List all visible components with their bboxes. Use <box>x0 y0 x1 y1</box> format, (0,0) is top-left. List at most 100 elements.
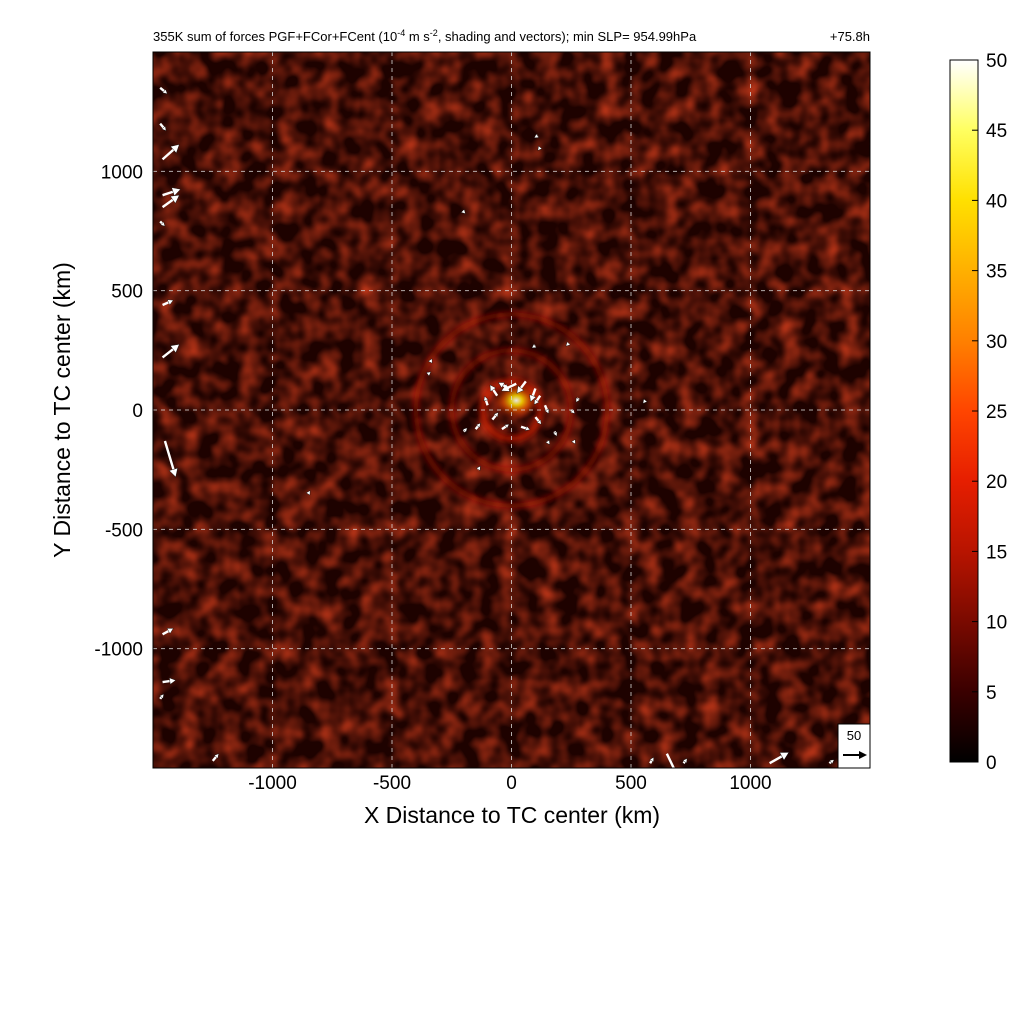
force-vector <box>475 465 481 471</box>
force-vector <box>520 425 531 431</box>
vector-head <box>570 408 576 414</box>
vector-head <box>497 382 505 389</box>
vector-head <box>161 125 167 132</box>
force-vector <box>162 187 181 197</box>
vector-head <box>159 693 165 699</box>
vector-head <box>779 752 790 761</box>
force-vector <box>665 753 676 768</box>
force-vector <box>162 677 177 685</box>
force-vector <box>565 341 571 347</box>
force-vector <box>571 439 576 445</box>
vector-shaft <box>492 389 499 397</box>
vector-head <box>571 439 576 445</box>
force-vector <box>491 412 499 421</box>
force-vector <box>531 343 537 349</box>
force-vector <box>425 371 432 377</box>
colorbar-tick-label: 50 <box>986 51 1007 72</box>
vector-shaft <box>162 190 174 197</box>
vector-shaft <box>161 198 174 209</box>
vector-shaft <box>534 416 540 422</box>
force-vector <box>545 439 550 445</box>
force-vector <box>828 759 835 765</box>
vector-head <box>213 753 220 759</box>
force-vector <box>159 122 167 132</box>
vector-shaft <box>211 756 217 762</box>
vector-head <box>460 208 466 215</box>
force-vector <box>497 382 510 390</box>
vector-head <box>575 397 581 403</box>
heatmap-core <box>492 381 541 420</box>
x-tick-label: -1000 <box>248 773 297 794</box>
forecast-time: +75.8h <box>830 29 870 44</box>
force-vector <box>537 145 543 151</box>
force-vector <box>552 430 558 437</box>
y-tick-label: -1000 <box>94 640 143 661</box>
vector-head <box>642 398 648 404</box>
vector-shaft <box>474 425 479 430</box>
vector-shaft <box>519 380 527 389</box>
vector-head <box>829 759 835 765</box>
vector-head <box>305 490 311 496</box>
vector-head <box>425 371 432 377</box>
vector-shaft <box>535 395 542 402</box>
force-vector <box>516 380 527 394</box>
reference-vector-label: 50 <box>847 728 861 743</box>
vector-head <box>565 341 571 347</box>
vector-shaft <box>531 388 537 397</box>
vector-shaft <box>159 220 163 225</box>
force-vector <box>533 133 540 139</box>
colorbar-tick-label: 5 <box>986 683 997 704</box>
vector-head <box>475 465 481 471</box>
vector-head <box>169 677 177 685</box>
force-vector <box>161 344 180 359</box>
force-vector <box>427 358 433 364</box>
force-vector <box>474 422 481 430</box>
vector-head <box>475 422 481 428</box>
force-vector <box>159 86 168 95</box>
x-tick-labels: -1000 -500 0 500 1000 <box>248 773 771 794</box>
vector-head <box>169 344 180 354</box>
plot-area <box>153 52 870 768</box>
plot-frame <box>152 51 871 769</box>
force-vector <box>159 220 166 227</box>
vector-shaft <box>502 384 510 390</box>
colorbar-tick-label: 35 <box>986 262 1007 283</box>
reference-vector-legend: 50 <box>837 723 871 769</box>
vector-shaft <box>507 382 517 389</box>
force-vector <box>211 753 220 762</box>
colorbar-tick-label: 0 <box>986 753 997 774</box>
force-vector <box>161 144 180 161</box>
vector-shaft <box>159 696 163 700</box>
y-tick-label: 1000 <box>101 162 143 183</box>
vector-shaft <box>162 301 169 307</box>
colorbar-tick-label: 45 <box>986 121 1007 142</box>
vector-shaft <box>163 440 175 470</box>
colorbar-tick-label: 10 <box>986 613 1007 634</box>
vector-head <box>483 395 489 402</box>
vector-head <box>533 398 540 406</box>
colorbar-tick-label: 40 <box>986 191 1007 212</box>
reference-vector-head <box>859 751 867 759</box>
y-tick-label: -500 <box>105 520 143 541</box>
vector-field <box>159 86 835 768</box>
force-vector <box>575 397 581 403</box>
force-vector <box>305 490 311 496</box>
reference-vector-box <box>837 723 871 769</box>
vector-head <box>168 467 178 478</box>
vector-head <box>166 628 174 635</box>
vector-shaft <box>484 399 489 406</box>
y-tick-labels: -1000 -500 0 500 1000 <box>94 162 143 660</box>
colorbar-tick-label: 25 <box>986 402 1007 423</box>
y-tick-label: 0 <box>132 401 143 422</box>
force-vector <box>682 758 688 764</box>
x-axis-label: X Distance to TC center (km) <box>364 802 660 828</box>
vector-head <box>516 385 525 394</box>
vector-shaft <box>769 755 783 765</box>
vector-head <box>544 408 550 415</box>
vector-shaft <box>665 753 676 768</box>
vector-head <box>649 756 654 763</box>
vector-shaft <box>491 414 497 421</box>
vector-head <box>529 394 537 403</box>
force-vector <box>534 416 542 425</box>
vector-head <box>170 144 180 154</box>
